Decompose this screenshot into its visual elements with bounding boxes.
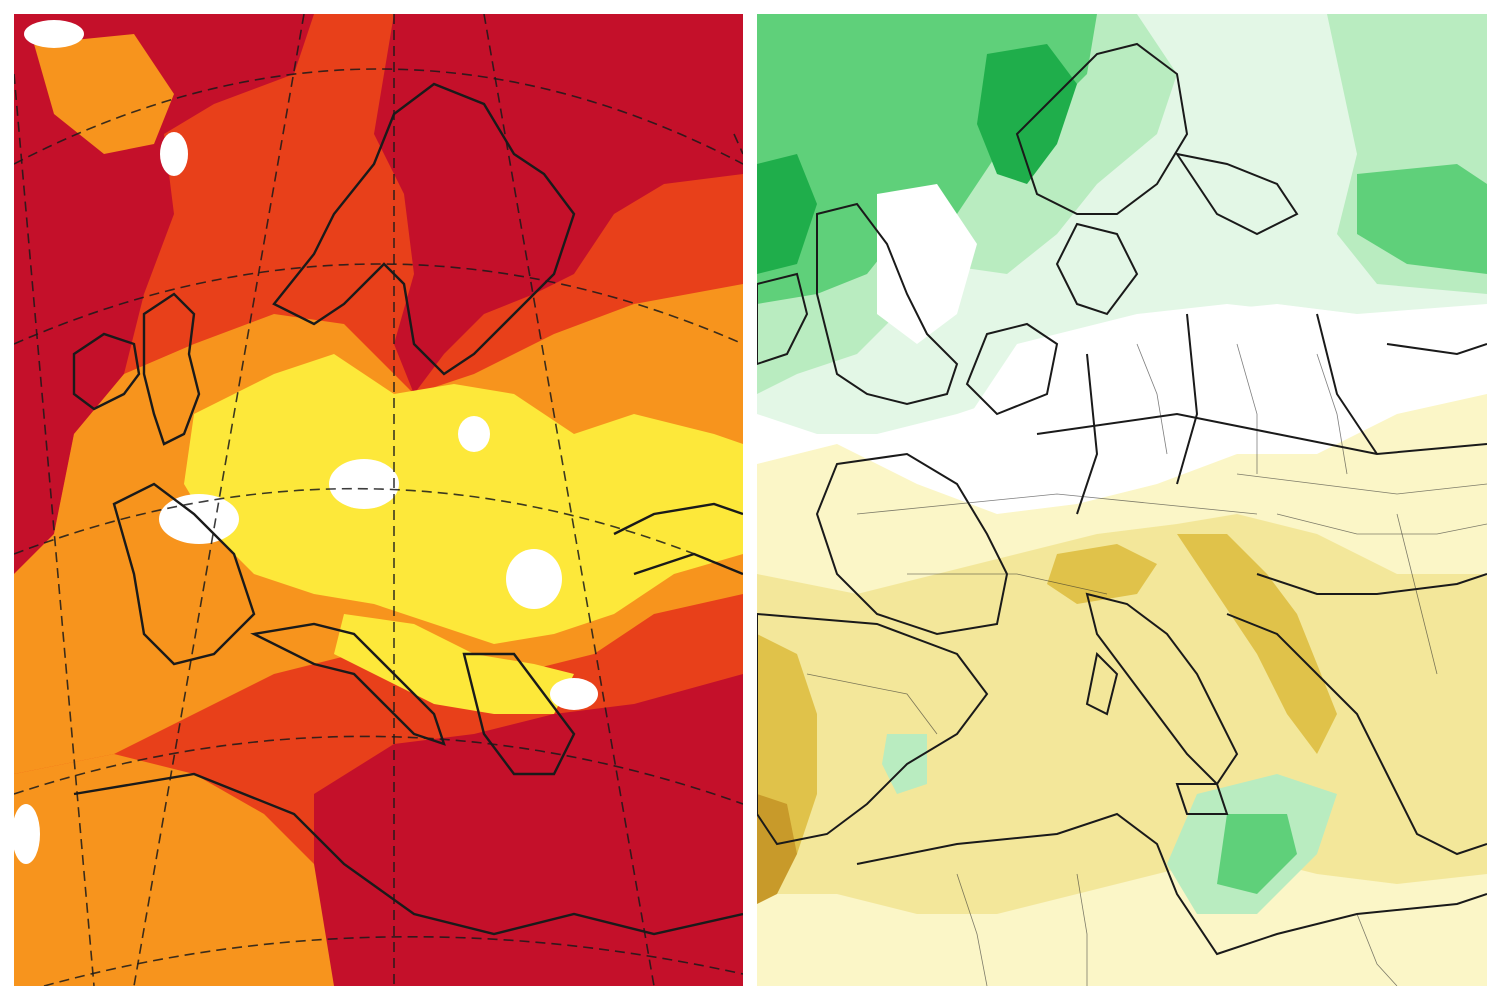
- precip-green-dark-norway: [977, 44, 1077, 184]
- temp-white-spot-6: [160, 132, 188, 176]
- temp-white-spot-4: [458, 416, 490, 452]
- precip-white-central-europe: [957, 304, 1387, 484]
- precipitation-anomaly-map: [757, 14, 1487, 986]
- temp-yellow-central: [184, 354, 743, 644]
- precip-coastlines: [757, 42, 1487, 956]
- precip-green-med-core: [1217, 814, 1297, 894]
- temp-white-spot-8: [14, 804, 40, 864]
- temperature-anomaly-map: [14, 14, 743, 986]
- temp-deep-atlantic: [14, 14, 314, 574]
- precip-mustard-balkans: [1177, 534, 1337, 754]
- precip-green-east: [1357, 164, 1487, 274]
- temp-deep-mediterranean: [314, 674, 743, 986]
- temp-white-spot-3: [506, 549, 562, 609]
- temperature-map-svg: [14, 14, 743, 986]
- precip-brown-iberia: [757, 794, 797, 904]
- temp-white-spot-5: [550, 678, 598, 710]
- temp-deep-north: [374, 14, 743, 394]
- precip-green-dark-scotland: [757, 154, 817, 274]
- precip-internal-borders: [806, 343, 1487, 986]
- temp-coastlines: [72, 82, 743, 936]
- temp-orange-southwest: [14, 754, 334, 986]
- precip-map-svg: [757, 14, 1487, 986]
- temp-white-spot-7: [24, 20, 84, 48]
- temp-graticule: [14, 14, 743, 986]
- precip-white-centre: [877, 184, 977, 344]
- precip-mustard-alps: [1047, 544, 1157, 604]
- temp-white-spot-1: [329, 459, 399, 509]
- temp-orange-top: [34, 34, 174, 154]
